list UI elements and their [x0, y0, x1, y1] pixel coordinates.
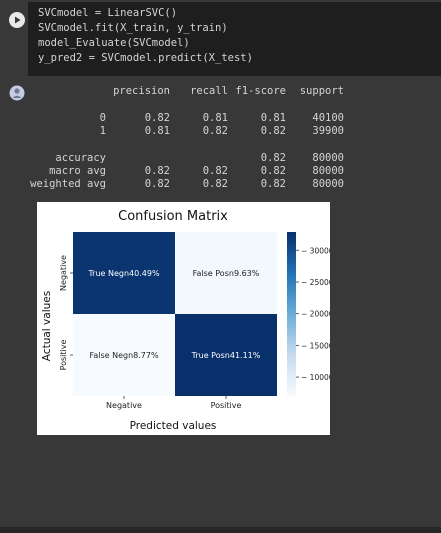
row-support: 80000: [312, 152, 344, 164]
row-label: 0: [99, 112, 106, 124]
colorbar-tick-label: − 30000: [301, 246, 330, 255]
code-editor[interactable]: SVCmodel = LinearSVC() SVCmodel.fit(X_tr…: [28, 2, 441, 76]
y-tick-label: Negative: [59, 255, 68, 291]
colorbar-tick-label: − 15000: [301, 341, 330, 350]
row-label: accuracy: [55, 152, 106, 164]
classification-report: precision recall f1-score support 0 0.82…: [0, 80, 441, 200]
header-precision: precision: [113, 85, 170, 97]
y-tick-label: Positive: [59, 340, 68, 371]
cell-output: precision recall f1-score support 0 0.82…: [0, 80, 441, 533]
x-axis-label: Predicted values: [130, 420, 217, 432]
play-icon: [15, 16, 21, 24]
row-recall: 0.82: [202, 125, 228, 137]
code-line: SVCmodel = LinearSVC(): [38, 7, 178, 19]
row-precision: 0.82: [144, 165, 170, 177]
row-label: 1: [99, 125, 106, 137]
heatmap-cell: [73, 314, 175, 396]
x-tick-label: Positive: [211, 401, 242, 410]
colorbar-tick-label: − 25000: [301, 278, 330, 287]
code-line: model_Evaluate(SVCmodel): [38, 37, 190, 49]
chart-title: Confusion Matrix: [118, 209, 228, 224]
header-f1-score: f1-score: [235, 85, 286, 97]
y-axis-label: Actual values: [41, 291, 53, 361]
row-label: macro avg: [49, 165, 106, 177]
row-support: 80000: [312, 178, 344, 190]
cell-label: False Posn9.63%: [193, 269, 260, 278]
confusion-matrix-chart: Confusion Matrix Predicted values Actual…: [41, 209, 334, 432]
row-recall: 0.82: [202, 178, 228, 190]
colorbar: [287, 232, 296, 396]
cell-label: False Negn8.77%: [89, 351, 158, 360]
row-precision: 0.81: [144, 125, 170, 137]
heatmap-cell: [73, 232, 175, 314]
cell-label: True Negn40.49%: [87, 269, 159, 278]
heatmap-cell: [175, 232, 277, 314]
row-f1: 0.82: [260, 178, 286, 190]
confusion-matrix-figure: Confusion Matrix Predicted values Actual…: [37, 202, 334, 435]
row-f1: 0.82: [260, 152, 286, 164]
row-f1: 0.82: [260, 125, 286, 137]
header-support: support: [299, 85, 344, 97]
row-support: 39900: [312, 125, 344, 137]
code-line: SVCmodel.fit(X_train, y_train): [38, 22, 228, 34]
colorbar-tick-label: − 20000: [301, 310, 330, 319]
row-label: weighted avg: [30, 178, 106, 190]
row-precision: 0.82: [144, 178, 170, 190]
row-support: 40100: [312, 112, 344, 124]
cell-label: True Posn41.11%: [191, 351, 261, 360]
row-recall: 0.82: [202, 165, 228, 177]
row-f1: 0.82: [260, 165, 286, 177]
code-line: y_pred2 = SVCmodel.predict(X_test): [38, 52, 253, 64]
colorbar-tick-label: − 10000: [301, 373, 330, 382]
row-precision: 0.82: [144, 112, 170, 124]
code-cell: SVCmodel = LinearSVC() SVCmodel.fit(X_tr…: [0, 0, 441, 80]
header-recall: recall: [190, 85, 228, 97]
run-cell-button[interactable]: [9, 12, 25, 28]
row-recall: 0.81: [202, 112, 228, 124]
row-support: 80000: [312, 165, 344, 177]
row-f1: 0.81: [260, 112, 286, 124]
output-icon[interactable]: [9, 85, 25, 101]
x-tick-label: Negative: [106, 401, 142, 410]
output-bottom-scrollbar[interactable]: [0, 527, 441, 533]
heatmap-cell: [175, 314, 277, 396]
